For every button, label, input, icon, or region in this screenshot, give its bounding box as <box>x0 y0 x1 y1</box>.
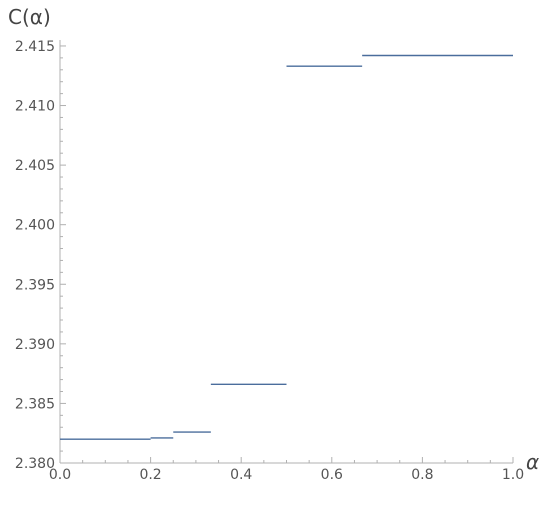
y-tick-label: 2.415 <box>15 39 55 55</box>
x-axis-title: α <box>526 450 539 474</box>
axes <box>59 40 513 464</box>
x-tick-label: 0.0 <box>49 467 71 483</box>
y-tick-label: 2.380 <box>15 456 55 472</box>
x-tick-label: 0.8 <box>411 467 433 483</box>
y-tick-label: 2.385 <box>15 396 55 412</box>
x-tick-label: 0.4 <box>230 467 252 483</box>
y-tick-label: 2.410 <box>15 99 55 115</box>
ticks: 0.0 0.2 0.4 0.6 0.8 1.0 2.380 2.385 2.390 2.395 2.… <box>15 39 524 483</box>
y-tick-label: 2.405 <box>15 158 55 174</box>
y-axis-title: C(α) <box>8 5 51 29</box>
x-tick-label: 0.6 <box>321 467 343 483</box>
y-tick-label: 2.390 <box>15 337 55 353</box>
y-tick-label: 2.400 <box>15 218 55 234</box>
y-tick-label: 2.395 <box>15 277 55 293</box>
x-tick-label: 0.2 <box>139 467 161 483</box>
x-tick-label: 1.0 <box>502 467 524 483</box>
data-segments <box>60 54 513 440</box>
